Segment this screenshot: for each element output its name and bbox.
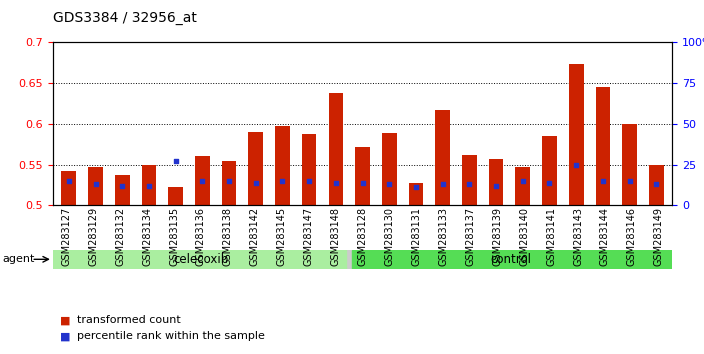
Point [624, 178, 635, 184]
Bar [142, 165, 156, 205]
Bar [168, 187, 183, 205]
Point [250, 180, 261, 185]
Text: transformed count: transformed count [77, 315, 181, 325]
Point [196, 178, 208, 184]
Text: GSM283136: GSM283136 [196, 207, 206, 266]
Text: GSM283148: GSM283148 [331, 207, 341, 266]
Text: control: control [490, 253, 532, 266]
Point [144, 183, 155, 189]
Text: percentile rank within the sample: percentile rank within the sample [77, 331, 265, 341]
Bar [435, 110, 450, 205]
Text: GSM283141: GSM283141 [546, 207, 556, 266]
Point [464, 181, 475, 187]
Text: GSM283149: GSM283149 [654, 207, 664, 266]
Point [90, 181, 101, 187]
Text: GSM283130: GSM283130 [384, 207, 394, 266]
Bar [649, 165, 664, 205]
Point [63, 178, 75, 184]
Point [330, 180, 341, 185]
Text: GSM283147: GSM283147 [303, 207, 314, 266]
Point [491, 183, 502, 189]
Point [384, 181, 395, 187]
Text: GSM283144: GSM283144 [600, 207, 610, 266]
Bar [596, 87, 610, 205]
Text: GSM283138: GSM283138 [223, 207, 233, 266]
Bar [569, 64, 584, 205]
Text: GSM283129: GSM283129 [88, 207, 98, 266]
Bar [489, 159, 503, 205]
Bar [408, 183, 423, 205]
Text: celecoxib: celecoxib [173, 253, 229, 266]
Point [570, 162, 582, 167]
Bar [622, 124, 637, 205]
Point [597, 178, 608, 184]
Bar [88, 167, 103, 205]
Text: agent: agent [2, 254, 34, 264]
Text: GDS3384 / 32956_at: GDS3384 / 32956_at [53, 11, 196, 25]
Text: GSM283145: GSM283145 [277, 207, 287, 266]
Point [517, 178, 529, 184]
Bar [352, 250, 672, 269]
Bar [115, 175, 130, 205]
Bar [382, 133, 396, 205]
Point [223, 178, 234, 184]
Point [437, 181, 448, 187]
Bar [356, 147, 370, 205]
Text: GSM283140: GSM283140 [519, 207, 529, 266]
Text: GSM283134: GSM283134 [142, 207, 152, 266]
Text: GSM283143: GSM283143 [573, 207, 583, 266]
Bar [275, 126, 290, 205]
Text: GSM283128: GSM283128 [358, 207, 367, 266]
Bar [53, 250, 346, 269]
Text: GSM283133: GSM283133 [439, 207, 448, 266]
Text: ■: ■ [60, 315, 74, 325]
Point [117, 183, 128, 189]
Text: GSM283131: GSM283131 [411, 207, 422, 266]
Text: GSM283142: GSM283142 [250, 207, 260, 266]
Text: GSM283132: GSM283132 [115, 207, 125, 266]
Bar [61, 171, 76, 205]
Bar [302, 134, 317, 205]
Text: GSM283135: GSM283135 [169, 207, 179, 266]
Bar [195, 156, 210, 205]
Text: GSM283139: GSM283139 [492, 207, 502, 266]
Point [303, 178, 315, 184]
Point [357, 180, 368, 185]
Bar [542, 136, 557, 205]
Bar [462, 155, 477, 205]
Bar [329, 93, 344, 205]
Text: GSM283146: GSM283146 [627, 207, 637, 266]
Point [410, 184, 422, 190]
Text: ■: ■ [60, 331, 74, 341]
Text: GSM283137: GSM283137 [465, 207, 475, 266]
Bar [515, 167, 530, 205]
Point [650, 181, 662, 187]
Bar [249, 132, 263, 205]
Bar [222, 160, 237, 205]
Point [170, 159, 181, 164]
Text: GSM283127: GSM283127 [61, 207, 71, 266]
Point [277, 178, 288, 184]
Point [544, 180, 555, 185]
